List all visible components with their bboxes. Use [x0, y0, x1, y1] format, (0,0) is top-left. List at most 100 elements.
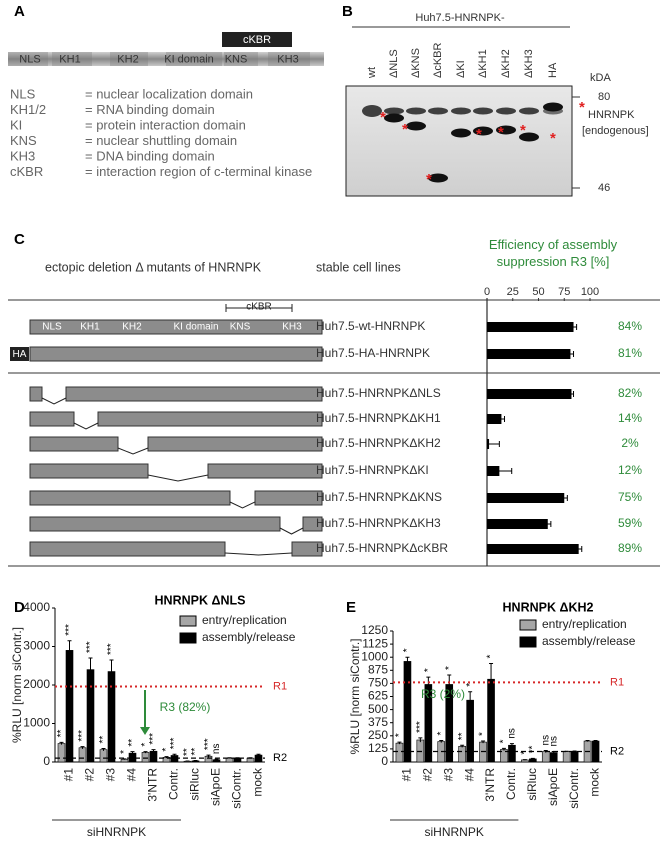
bar — [549, 752, 558, 763]
blot-header: Huh7.5-HNRNPK- — [415, 12, 505, 24]
cell-line-label: Huh7.5-HA-HNRNPK — [316, 346, 430, 360]
legend-abbr: KNS — [10, 133, 37, 148]
legend-swatch — [519, 636, 537, 648]
error-bar — [397, 741, 402, 745]
x-tick-label: 3'NTR — [146, 768, 160, 802]
error-bar — [130, 751, 135, 755]
lane-label: ΔcKBR — [432, 42, 444, 78]
significance-label: ns — [548, 736, 559, 747]
x-tick-label: 100 — [581, 286, 599, 298]
y-tick-label: 2000 — [23, 677, 50, 691]
y-axis-label: %RLU [norm siContr.] — [348, 638, 362, 754]
significance-label: * — [161, 748, 172, 752]
asterisk: * — [579, 99, 585, 116]
error-bar — [426, 676, 431, 692]
domain-bar — [8, 52, 324, 66]
bar — [395, 742, 404, 763]
x-tick-label: siContr. — [567, 768, 581, 809]
y-tick-label: 750 — [368, 676, 388, 690]
significance-label: * — [499, 739, 510, 743]
cell-line-label: Huh7.5-HNRNPKΔKH2 — [316, 436, 441, 450]
significance-label: *** — [415, 721, 426, 733]
asterisk: * — [520, 122, 526, 139]
x-tick-label: mock — [588, 767, 602, 797]
band — [384, 107, 404, 115]
significance-label: ** — [98, 736, 109, 744]
column-header: ectopic deletion Δ mutants of HNRNPK — [45, 260, 262, 274]
x-tick-label: #1 — [400, 768, 414, 782]
bar — [562, 751, 571, 763]
significance-label: ** — [527, 745, 538, 753]
construct-segment — [302, 516, 323, 532]
error-bar — [486, 441, 500, 447]
bar — [107, 671, 116, 763]
significance-label: * — [486, 654, 497, 658]
bar — [487, 544, 579, 554]
error-bar — [227, 757, 232, 759]
x-tick-label: siRluc — [525, 768, 539, 801]
lane-label: ΔNLS — [388, 49, 400, 78]
error-bar — [460, 744, 465, 748]
chart-title: HNRNPK ΔNLS — [155, 593, 246, 607]
x-tick-label: #4 — [125, 768, 139, 782]
domain-segment — [8, 52, 48, 66]
reference-label: R2 — [610, 745, 624, 757]
lane-label: ΔKNS — [410, 48, 422, 78]
legend-swatch — [179, 615, 197, 627]
bar — [487, 349, 571, 359]
cell-line-label: Huh7.5-HNRNPKΔcKBR — [316, 541, 448, 555]
x-tick-label: 0 — [484, 286, 490, 298]
deletion-link — [117, 447, 149, 455]
asterisk: * — [426, 171, 432, 188]
ckbr-box — [222, 32, 292, 47]
band-label: HNRNPK — [588, 109, 635, 121]
x-tick-label: Contr. — [504, 768, 518, 800]
significance-label: *** — [77, 730, 88, 742]
legend-abbr: KH1/2 — [10, 102, 46, 117]
value-label: 2% — [621, 436, 639, 450]
legend-desc: = nuclear shuttling domain — [85, 133, 237, 148]
x-tick-label: siContr. — [230, 768, 244, 809]
error-bar — [468, 691, 473, 709]
bar — [508, 744, 516, 763]
significance-label: * — [478, 732, 489, 736]
x-tick-label: 75 — [558, 286, 570, 298]
error-bar — [164, 756, 169, 759]
domain-label: KH3 — [277, 53, 298, 65]
x-tick-label: #2 — [83, 768, 97, 782]
significance-label: * — [436, 732, 447, 736]
band — [406, 107, 426, 115]
asterisk: * — [380, 109, 386, 126]
column-header: stable cell lines — [316, 260, 401, 274]
x-tick-label: #1 — [62, 768, 76, 782]
error-bar — [569, 324, 578, 330]
legend-abbr: KI — [10, 117, 22, 132]
error-bar — [439, 740, 444, 743]
band — [543, 102, 563, 112]
panel-letter: B — [342, 3, 353, 20]
construct-segment — [29, 436, 119, 452]
marker-label: 46 — [598, 182, 610, 194]
band — [496, 125, 516, 135]
value-label: 12% — [618, 463, 642, 477]
error-bar — [80, 746, 85, 749]
significance-label: * — [394, 733, 405, 737]
legend-desc: = interaction region of c-terminal kinas… — [85, 164, 312, 179]
error-bar — [560, 495, 568, 501]
band — [362, 105, 382, 117]
error-bar — [101, 748, 106, 751]
domain-label: KH2 — [122, 322, 142, 333]
deletion-link — [41, 397, 67, 405]
x-tick-label: #4 — [462, 768, 476, 782]
y-tick-label: 4000 — [23, 600, 50, 614]
cell-line-label: Huh7.5-HNRNPKΔKH3 — [316, 516, 441, 530]
y-tick-label: 125 — [368, 741, 388, 755]
error-bar — [593, 740, 598, 742]
error-bar — [151, 749, 156, 753]
legend-abbr: cKBR — [10, 164, 43, 179]
value-label: 89% — [618, 541, 642, 555]
reference-label: R1 — [273, 680, 287, 692]
x-tick-label: mock — [251, 767, 265, 797]
domain-label: NLS — [42, 322, 62, 333]
